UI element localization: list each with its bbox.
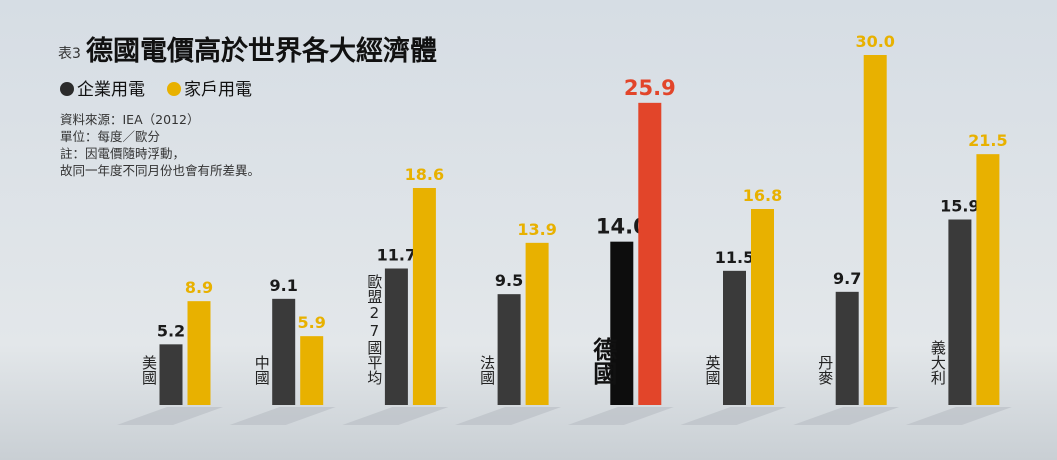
floor-shadow: [117, 407, 223, 425]
category-label: 義大利: [929, 340, 947, 385]
note: 單位：每度／歐分: [60, 129, 160, 144]
floor-shadow: [455, 407, 562, 425]
note: 註：因電價隨時浮動，: [60, 146, 185, 161]
chart-title: 德國電價高於世界各大經濟體: [86, 35, 437, 67]
bar: [497, 294, 521, 405]
value-label: 9.1: [270, 276, 298, 295]
floor-shadow: [680, 407, 787, 425]
floor-shadow: [905, 407, 1012, 425]
category-label: 中國: [253, 355, 271, 385]
legend: 企業用電 家戶用電: [60, 80, 252, 100]
notes: 資料來源：IEA（2012） 單位：每度／歐分註：因電價隨時浮動， 故同一年度不同月…: [60, 112, 260, 178]
floor-shadow: [793, 407, 900, 425]
bar: [948, 219, 972, 405]
value-label: 16.8: [743, 186, 782, 205]
category-label: 英國: [704, 354, 722, 385]
note: 資料來源：IEA（2012）: [60, 112, 199, 127]
value-label: 11.7: [377, 246, 416, 265]
bar: [300, 336, 324, 405]
category-label: 歐盟27國平均: [365, 274, 383, 386]
value-label: 9.5: [495, 271, 523, 290]
floor-shadow: [567, 407, 674, 425]
plot: 5.2 8.9 美國 9.15.9 中國 11.7 18.6 歐盟27國平均 9.5 13.9 法國…: [117, 32, 1012, 425]
bar: [384, 268, 408, 405]
floor-shadow: [229, 407, 336, 425]
title-prefix: 表3: [58, 46, 81, 62]
value-label: 18.6: [405, 165, 444, 184]
category-label: 丹麥: [816, 355, 834, 385]
bar: [610, 241, 634, 405]
value-label: 25.9: [624, 76, 676, 100]
legend-label: 家戶用電: [184, 80, 252, 100]
bar: [863, 55, 887, 405]
category-label: 法國: [478, 355, 496, 385]
bar: [159, 344, 183, 405]
category-label: 德國: [589, 336, 617, 386]
value-label: 9.7: [833, 269, 861, 288]
bar: [187, 301, 211, 405]
value-label: 21.5: [968, 131, 1007, 150]
bar: [835, 291, 859, 405]
bar: [525, 242, 549, 405]
value-label: 13.9: [517, 220, 556, 239]
note: 故同一年度不同月份也會有所差異。: [60, 163, 260, 178]
bar: [976, 154, 1000, 405]
bar: [723, 270, 746, 405]
legend-swatch: [167, 82, 181, 96]
legend-label: 企業用電: [77, 80, 145, 100]
value-label: 30.0: [855, 32, 894, 51]
category-label: 美國: [140, 355, 158, 385]
bar: [751, 209, 774, 405]
value-label: 5.9: [298, 313, 326, 332]
bar: [638, 102, 662, 405]
value-label: 15.9: [940, 197, 979, 216]
floor-shadow: [342, 407, 449, 425]
value-label: 5.2: [157, 321, 185, 340]
value-label: 8.9: [185, 278, 213, 297]
bar: [272, 298, 296, 405]
legend-swatch: [60, 82, 74, 96]
value-label: 11.5: [715, 248, 754, 267]
bar: [412, 188, 436, 405]
